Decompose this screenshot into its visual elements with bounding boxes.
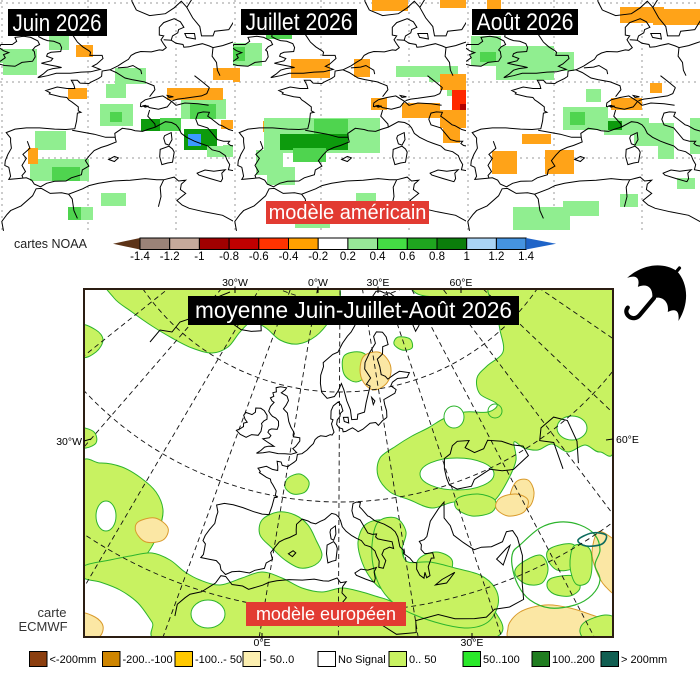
svg-text:1.2: 1.2	[488, 251, 504, 263]
svg-text:-0.4: -0.4	[279, 251, 299, 263]
svg-text:0°W: 0°W	[308, 277, 328, 289]
svg-text:1.4: 1.4	[518, 251, 535, 263]
svg-text:modèle américain: modèle américain	[269, 202, 427, 224]
svg-text:-0.6: -0.6	[249, 251, 269, 263]
svg-text:- 50..0: - 50..0	[263, 654, 294, 666]
svg-text:Août 2026: Août 2026	[477, 9, 574, 36]
svg-text:50..100: 50..100	[483, 654, 520, 666]
svg-text:-100..- 50: -100..- 50	[195, 654, 242, 666]
svg-text:-200..-100: -200..-100	[123, 654, 173, 666]
svg-text:30°W: 30°W	[56, 436, 82, 448]
svg-text:0.6: 0.6	[399, 251, 415, 263]
svg-text:30°W: 30°W	[222, 277, 248, 289]
svg-text:-1: -1	[194, 251, 204, 263]
svg-text:0.2: 0.2	[340, 251, 356, 263]
svg-text:-1.2: -1.2	[160, 251, 180, 263]
svg-text:<-200mm: <-200mm	[50, 654, 97, 666]
svg-text:0.4: 0.4	[370, 251, 387, 263]
svg-text:0.. 50: 0.. 50	[409, 654, 437, 666]
svg-text:> 200mm: > 200mm	[621, 654, 667, 666]
svg-text:0°E: 0°E	[253, 637, 270, 649]
svg-text:carte: carte	[38, 605, 67, 620]
svg-text:-0.8: -0.8	[219, 251, 239, 263]
svg-text:-1.4: -1.4	[130, 251, 150, 263]
svg-text:Juin 2026: Juin 2026	[13, 10, 102, 37]
svg-text:cartes NOAA: cartes NOAA	[14, 237, 88, 251]
svg-text:Juillet 2026: Juillet 2026	[246, 9, 353, 36]
svg-text:100..200: 100..200	[552, 654, 595, 666]
svg-text:60°E: 60°E	[616, 434, 639, 446]
svg-text:0.8: 0.8	[429, 251, 445, 263]
svg-text:30°E: 30°E	[461, 637, 484, 649]
svg-text:30°E: 30°E	[367, 277, 390, 289]
svg-text:No Signal: No Signal	[338, 654, 386, 666]
svg-text:moyenne Juin-Juillet-Août 2026: moyenne Juin-Juillet-Août 2026	[195, 297, 512, 323]
svg-text:modèle européen: modèle européen	[256, 604, 396, 624]
svg-text:1: 1	[463, 251, 469, 263]
svg-text:-0.2: -0.2	[308, 251, 328, 263]
svg-text:ECMWF: ECMWF	[18, 619, 67, 634]
svg-text:60°E: 60°E	[450, 277, 473, 289]
